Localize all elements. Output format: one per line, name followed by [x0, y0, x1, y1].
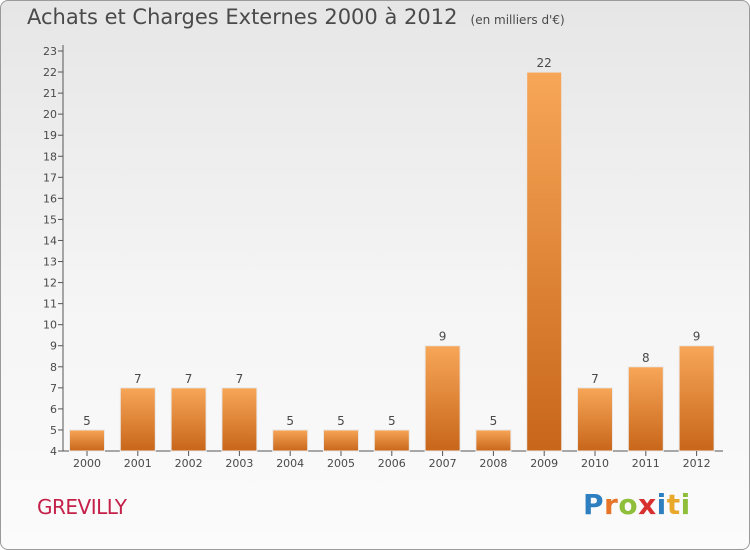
bar-value-label: 5 — [286, 414, 294, 428]
chart-title: Achats et Charges Externes 2000 à 2012 — [27, 5, 458, 29]
bar — [170, 387, 207, 452]
bar — [475, 429, 512, 452]
logo-letter: P — [583, 488, 605, 521]
bar — [424, 345, 461, 452]
bar — [119, 387, 156, 452]
bar-value-label: 5 — [490, 414, 498, 428]
bar-value-label: 9 — [439, 330, 447, 344]
bar-value-label: 22 — [537, 56, 552, 70]
logo-letter: x — [638, 488, 657, 521]
bar-value-label: 5 — [337, 414, 345, 428]
proxiti-logo: Proxiti — [583, 488, 691, 521]
bar-value-label: 7 — [134, 372, 142, 386]
y-tick-label: 17 — [43, 171, 57, 184]
logo-letter: i — [656, 488, 667, 521]
logo-letter: r — [604, 488, 619, 521]
x-tick-label: 2008 — [479, 457, 507, 470]
bar — [678, 345, 715, 452]
y-tick-label: 23 — [43, 45, 57, 58]
bar — [526, 71, 563, 452]
y-tick-label: 21 — [43, 87, 57, 100]
y-tick-label: 13 — [43, 256, 57, 269]
y-tick-label: 18 — [43, 150, 57, 163]
bar-value-label: 7 — [185, 372, 193, 386]
bar-value-label: 9 — [693, 330, 701, 344]
y-tick-label: 22 — [43, 66, 57, 79]
y-tick-label: 12 — [43, 277, 57, 290]
x-tick-label: 2006 — [378, 457, 406, 470]
x-tick-label: 2003 — [225, 457, 253, 470]
bar — [577, 387, 613, 452]
x-tick-label: 2001 — [124, 457, 152, 470]
bar-value-label: 7 — [236, 372, 244, 386]
y-tick-label: 14 — [43, 234, 57, 247]
commune-name: GREVILLY — [37, 495, 127, 519]
bar — [272, 429, 309, 452]
bar-value-label: 8 — [642, 351, 650, 365]
title-row: Achats et Charges Externes 2000 à 2012 (… — [27, 5, 565, 29]
y-tick-label: 5 — [50, 424, 57, 437]
x-tick-label: 2011 — [632, 457, 660, 470]
bar-value-label: 5 — [83, 414, 91, 428]
y-tick-label: 4 — [50, 445, 57, 458]
x-tick-label: 2004 — [276, 457, 304, 470]
y-tick-label: 6 — [50, 403, 57, 416]
x-tick-label: 2007 — [429, 457, 457, 470]
y-tick-label: 20 — [43, 108, 57, 121]
x-tick-label: 2010 — [581, 457, 609, 470]
y-tick-label: 9 — [50, 340, 57, 353]
bar-value-label: 5 — [388, 414, 396, 428]
y-tick-label: 11 — [43, 298, 57, 311]
bar-value-label: 7 — [591, 372, 599, 386]
x-tick-label: 2009 — [530, 457, 558, 470]
logo-letter: i — [680, 488, 691, 521]
x-tick-label: 2002 — [175, 457, 203, 470]
x-tick-label: 2012 — [683, 457, 711, 470]
bar — [69, 429, 105, 452]
y-tick-label: 7 — [50, 382, 57, 395]
x-tick-label: 2000 — [73, 457, 101, 470]
logo-letter: t — [666, 488, 681, 521]
y-tick-label: 19 — [43, 129, 57, 142]
x-tick-label: 2005 — [327, 457, 355, 470]
y-tick-label: 15 — [43, 213, 57, 226]
bar — [323, 429, 359, 452]
logo-letter: o — [618, 488, 639, 521]
bar — [373, 429, 410, 452]
bar — [221, 387, 258, 452]
y-tick-label: 10 — [43, 319, 57, 332]
bar — [627, 366, 664, 452]
chart-unit: (en milliers d'€) — [470, 13, 565, 27]
y-tick-label: 8 — [50, 361, 57, 374]
y-tick-label: 16 — [43, 192, 57, 205]
